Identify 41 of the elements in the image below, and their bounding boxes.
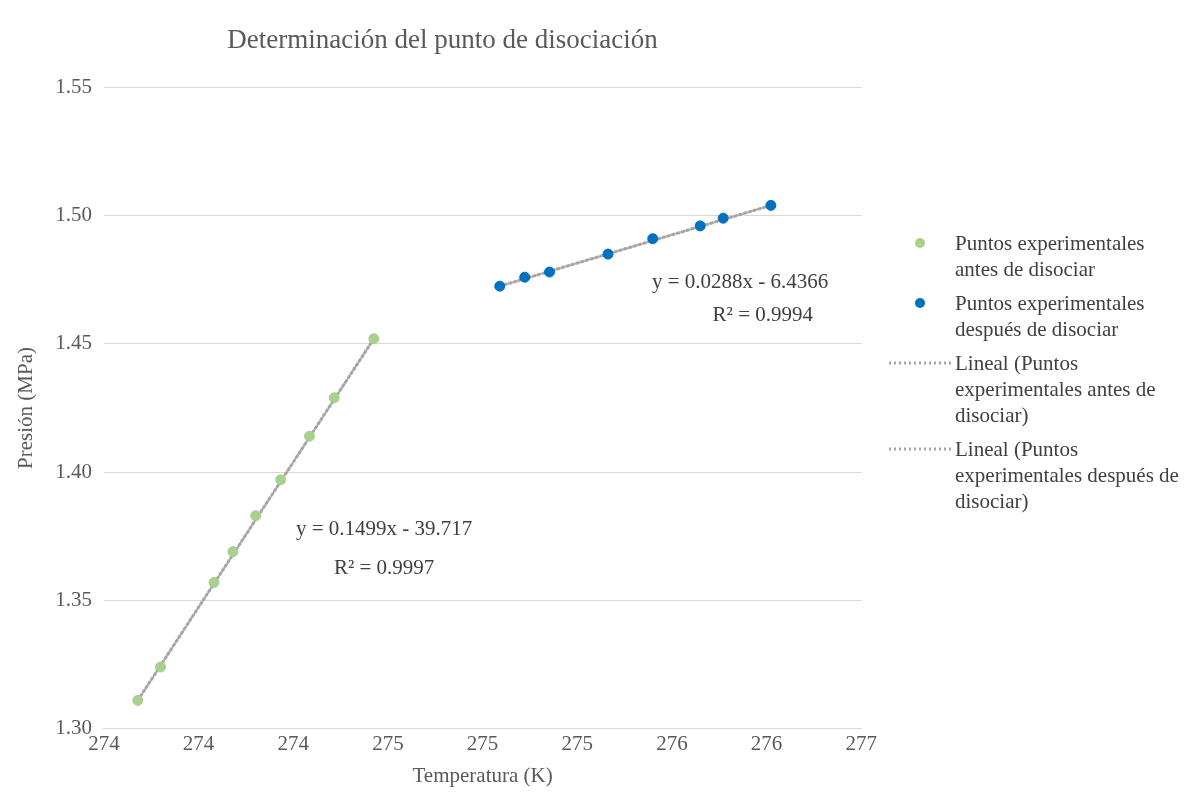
x-tick-label: 275 <box>561 730 594 755</box>
x-tick-label: 277 <box>845 730 877 755</box>
point <box>544 266 555 278</box>
point <box>275 474 287 486</box>
point <box>519 271 531 283</box>
point <box>250 510 262 522</box>
point <box>132 694 144 706</box>
x-tick-label: 276 <box>750 730 783 755</box>
x-tick-label: 276 <box>656 730 688 755</box>
x-tick-label: 275 <box>466 730 499 755</box>
legend-label: Lineal (Puntos experimentales después de disociar) <box>955 436 1180 514</box>
point <box>494 280 506 292</box>
point <box>303 430 315 442</box>
annotation: R² = 0.9994 <box>712 301 814 326</box>
x-tick-label: 275 <box>372 730 404 755</box>
annotation: y = 0.1499x - 39.717 <box>295 516 473 541</box>
point <box>602 248 614 260</box>
chart-title: Determinación del punto de disociación <box>227 24 659 55</box>
x-tick-label: 274 <box>277 730 310 755</box>
legend-label: Puntos experimentales antes de disociar <box>955 230 1146 282</box>
y-axis-title: Presión (MPa) <box>13 347 38 469</box>
point <box>155 661 166 673</box>
point <box>328 392 340 404</box>
point <box>647 233 659 245</box>
point <box>368 333 380 345</box>
point <box>717 212 729 224</box>
point <box>694 220 706 232</box>
y-tick-label: 1.45 <box>55 330 92 355</box>
point <box>765 199 777 211</box>
legend-label: Puntos experimentales después de disociar <box>955 290 1146 342</box>
annotation: R² = 0.9997 <box>333 554 435 579</box>
y-tick-label: 1.55 <box>55 73 92 98</box>
point <box>227 546 239 558</box>
x-axis-title: Temperatura (K) <box>412 762 553 787</box>
y-tick-label: 1.35 <box>55 586 92 611</box>
point <box>208 576 220 588</box>
annotation: y = 0.0288x - 6.4366 <box>651 269 829 294</box>
y-tick-label: 1.50 <box>55 202 92 227</box>
y-tick-label: 1.40 <box>55 458 92 483</box>
legend-label: Lineal (Puntos experimentales antes de disociar) <box>955 350 1157 428</box>
x-tick-label: 274 <box>182 730 215 755</box>
